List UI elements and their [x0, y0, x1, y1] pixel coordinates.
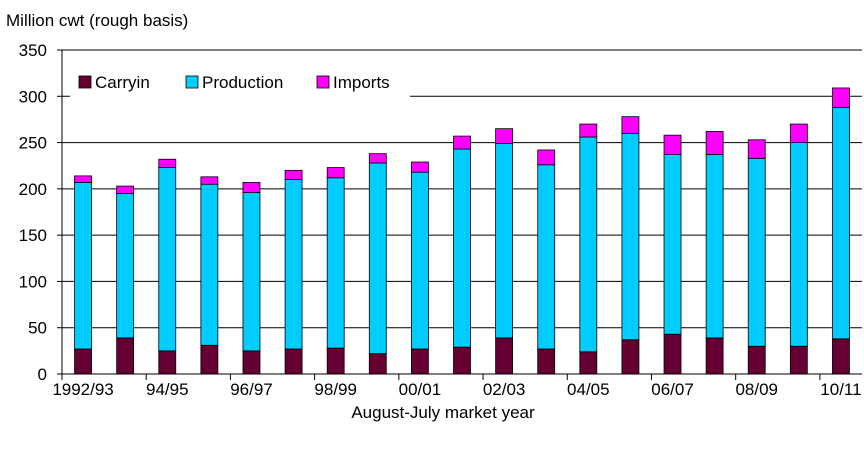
bar-carryin-05-06: [621, 339, 640, 375]
bar-production-02-03: [495, 143, 514, 339]
bar-carryin-10-11: [832, 338, 850, 375]
bar-imports-97-98: [284, 169, 303, 180]
legend-label-imports: Imports: [333, 73, 390, 92]
x-tick-label: 94/95: [146, 380, 189, 399]
bar-production-00-01: [410, 171, 429, 350]
y-tick-label: 250: [19, 134, 47, 153]
bar-imports-96-97: [242, 181, 261, 193]
bar-imports-06-07: [663, 134, 682, 156]
axes: [57, 49, 862, 380]
x-tick-label: 06/07: [651, 380, 694, 399]
bar-production-1992-93: [74, 181, 92, 350]
x-tick-label: 1992/93: [52, 380, 113, 399]
bar-carryin-01-02: [453, 346, 471, 375]
bar-imports-99-00: [368, 153, 387, 164]
bar-carryin-02-03: [495, 337, 514, 375]
bar-production-06-07: [663, 154, 682, 335]
bar-production-09-10: [789, 142, 808, 347]
x-tick-label: 04/05: [567, 380, 610, 399]
y-tick-label: 0: [38, 365, 47, 384]
bar-production-03-04: [537, 164, 556, 350]
bar-carryin-1992-93: [74, 348, 92, 375]
x-tick-labels: 1992/93 94/95 96/97 98/99 00/01 02/03 04/05 06/…: [52, 380, 861, 399]
bar-imports-93-94: [116, 185, 135, 194]
bar-production-08-09: [747, 157, 766, 347]
bar-imports-01-02: [453, 135, 471, 150]
legend-background: [70, 68, 410, 98]
x-tick-label: 96/97: [230, 380, 273, 399]
x-tick-label: 02/03: [483, 380, 526, 399]
bar-imports-1992-93: [74, 175, 92, 183]
bar-imports-98-99: [326, 167, 345, 179]
bar-carryin-97-98: [284, 348, 303, 375]
y-tick-label: 200: [19, 180, 47, 199]
bar-imports-94-95: [158, 158, 177, 168]
y-tick-label: 150: [19, 226, 47, 245]
bar-production-94-95: [158, 167, 177, 352]
bar-production-99-00: [368, 162, 387, 355]
x-axis-title: August-July market year: [351, 403, 535, 422]
bar-carryin-03-04: [537, 348, 556, 375]
bar-production-98-99: [326, 177, 345, 349]
bar-imports-09-10: [789, 123, 808, 143]
bar-imports-02-03: [495, 128, 514, 144]
bar-carryin-99-00: [368, 353, 387, 375]
bar-carryin-94-95: [158, 350, 177, 375]
bar-carryin-98-99: [326, 347, 345, 375]
bar-carryin-08-09: [747, 345, 766, 375]
legend-label-carryin: Carryin: [95, 73, 150, 92]
bars: [74, 87, 850, 375]
y-tick-label: 300: [19, 87, 47, 106]
bar-production-97-98: [284, 179, 303, 350]
bar-production-05-06: [621, 132, 640, 341]
bar-imports-95-96: [200, 176, 219, 185]
bar-carryin-93-94: [116, 337, 135, 375]
bar-imports-07-08: [705, 131, 724, 156]
bar-imports-03-04: [537, 149, 556, 166]
bar-imports-04-05: [579, 123, 598, 138]
x-tick-label: 98/99: [314, 380, 357, 399]
bar-production-01-02: [453, 148, 471, 348]
legend-label-production: Production: [202, 73, 283, 92]
legend-swatch-production: [185, 75, 199, 89]
bar-carryin-07-08: [705, 337, 724, 375]
y-tick-label: 100: [19, 272, 47, 291]
bar-imports-10-11: [832, 87, 850, 108]
bar-carryin-09-10: [789, 345, 808, 375]
legend: Carryin Production Imports: [70, 68, 410, 98]
bar-imports-08-09: [747, 139, 766, 159]
bar-production-04-05: [579, 136, 598, 353]
y-tick-labels: 0 50 100 150 200 250 300 350: [19, 41, 47, 384]
legend-swatch-carryin: [78, 75, 92, 89]
x-tick-label: 08/09: [735, 380, 778, 399]
bar-imports-00-01: [410, 161, 429, 173]
bar-carryin-95-96: [200, 344, 219, 375]
bar-carryin-96-97: [242, 350, 261, 375]
x-tick-label: 10/11: [820, 380, 861, 399]
bar-carryin-00-01: [410, 348, 429, 375]
bar-imports-05-06: [621, 116, 640, 134]
bar-production-93-94: [116, 193, 135, 339]
bar-carryin-04-05: [579, 351, 598, 375]
bar-carryin-06-07: [663, 333, 682, 375]
y-tick-label: 350: [19, 41, 47, 60]
y-axis-title: Million cwt (rough basis): [6, 11, 188, 30]
bar-production-07-08: [705, 154, 724, 339]
bar-production-96-97: [242, 192, 261, 352]
x-tick-label: 00/01: [399, 380, 442, 399]
bar-production-95-96: [200, 183, 219, 346]
y-tick-label: 50: [28, 319, 47, 338]
legend-swatch-imports: [316, 75, 330, 89]
bar-production-10-11: [832, 106, 850, 340]
